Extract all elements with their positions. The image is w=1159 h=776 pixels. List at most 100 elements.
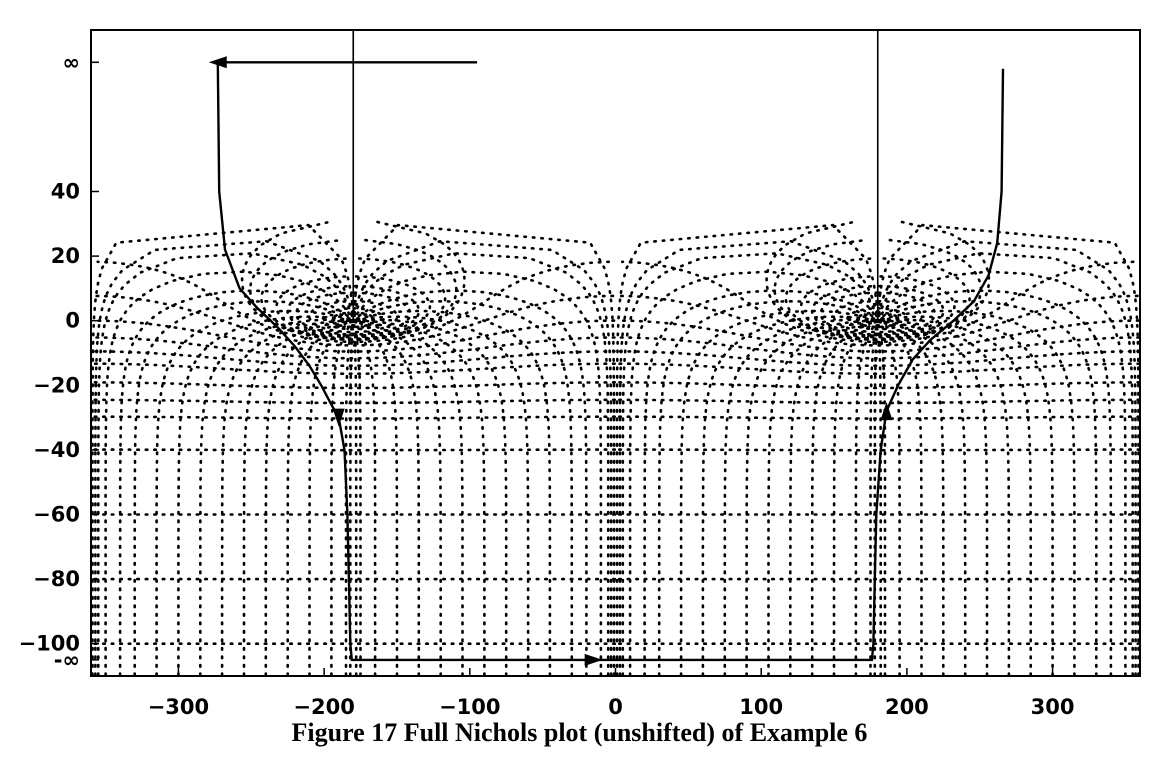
n-contour [352, 299, 574, 676]
m-contour [1139, 362, 1140, 365]
n-contour [155, 309, 354, 676]
n-contour [1142, 225, 1159, 692]
m-contour [1139, 415, 1140, 418]
n-contour [745, 319, 879, 676]
m-contour [1143, 296, 1159, 346]
y-tick-label: 40 [51, 180, 80, 204]
n-contour [349, 319, 355, 676]
n-contour [352, 239, 613, 676]
y-tick-label: −100 [19, 632, 80, 656]
n-contour [344, 319, 355, 676]
nichols-grid [0, 220, 1159, 692]
figure-caption: Figure 17 Full Nichols plot (unshifted) … [291, 718, 868, 747]
locus-curve [216, 61, 1005, 662]
n-contour [877, 319, 989, 676]
m-contour [91, 381, 616, 390]
m-contour [91, 336, 616, 360]
m-contour [91, 350, 92, 353]
m-contour [615, 336, 1140, 360]
n-contour [876, 319, 887, 676]
n-contour [876, 289, 1113, 676]
n-contour [330, 319, 355, 676]
n-contour [679, 309, 879, 676]
y-axis-ticks: ∞ 40 20 0 −20 −40 −60 −80 −100-∞ [19, 50, 99, 672]
m-contour [1147, 262, 1159, 342]
n-contour [352, 319, 486, 676]
m-contour [615, 415, 1140, 420]
n-contour [877, 309, 1076, 676]
n-contour [0, 317, 4, 692]
m-contour [91, 362, 92, 365]
n-contour [352, 319, 362, 676]
n-contour [869, 319, 879, 676]
n-contour [0, 272, 76, 692]
m-contour [1139, 381, 1140, 384]
x-tick-label: −300 [148, 695, 209, 719]
n-contour [199, 318, 354, 676]
phase-markers [352, 30, 879, 321]
n-contour [1147, 253, 1159, 692]
x-axis-ticks: −300 −200 −100 0 100 200 300 [148, 668, 1075, 719]
m-contour [91, 362, 616, 375]
n-contour [877, 318, 1032, 676]
n-contour [308, 319, 355, 676]
n-contour [1144, 241, 1159, 692]
x-tick-label: −100 [439, 695, 500, 719]
n-contour [876, 239, 1137, 676]
m-contour [1139, 336, 1140, 339]
y-tick-label: 20 [51, 244, 80, 268]
y-tick-label: -∞ [54, 648, 80, 672]
y-tick-label: −60 [33, 503, 80, 527]
n-contour [873, 319, 879, 676]
n-contour [242, 319, 354, 676]
n-contour [118, 289, 355, 676]
m-contour [1139, 448, 1140, 451]
nichols-locus [208, 56, 1005, 666]
x-tick-label: 0 [608, 695, 623, 719]
m-contour [91, 398, 92, 401]
direction-arrow [584, 653, 603, 666]
m-contour [1142, 321, 1159, 352]
n-contour [657, 299, 879, 676]
direction-arrow [208, 56, 227, 69]
n-contour [810, 319, 879, 676]
n-contour [352, 319, 377, 676]
x-tick-label: 300 [1031, 695, 1075, 719]
n-contour [876, 223, 1140, 676]
m-contour [614, 448, 1140, 452]
m-contour [773, 238, 983, 341]
n-contour [352, 318, 508, 676]
n-contour [352, 319, 399, 676]
n-contour [876, 299, 1098, 676]
direction-arrow [880, 402, 893, 421]
n-contour [876, 319, 923, 676]
m-contour [91, 319, 616, 353]
n-contour [877, 319, 945, 676]
n-contour [352, 319, 421, 676]
n-contour [767, 319, 879, 676]
n-contour [91, 223, 355, 676]
n-contour [1155, 272, 1159, 692]
m-contour [91, 415, 616, 420]
y-tick-label: −20 [33, 373, 80, 397]
m-contour [615, 362, 1140, 375]
n-contour [133, 299, 355, 676]
y-tick-label: −80 [33, 567, 80, 591]
m-contour [1139, 350, 1140, 353]
n-contour [723, 318, 879, 676]
n-contour [352, 289, 588, 676]
y-tick-label: ∞ [63, 50, 81, 74]
n-contour [352, 223, 616, 676]
x-tick-label: 200 [885, 695, 929, 719]
n-contour [877, 319, 1011, 676]
m-contour [615, 381, 1140, 390]
m-contour [1139, 398, 1140, 401]
n-contour [352, 319, 464, 676]
n-contour [854, 319, 879, 676]
n-contour [876, 319, 901, 676]
n-contour [286, 319, 354, 676]
n-contour [615, 223, 879, 676]
n-contour [643, 289, 879, 676]
m-contour [91, 415, 92, 418]
m-contour [96, 260, 611, 344]
